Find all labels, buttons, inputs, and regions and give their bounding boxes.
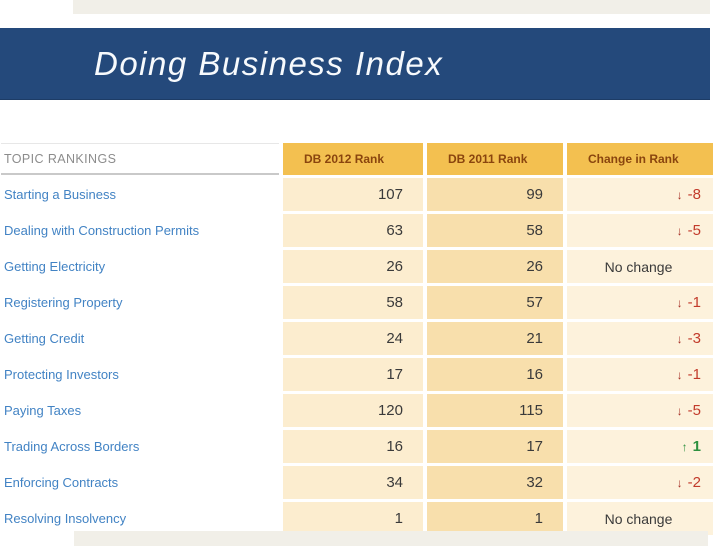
page-title: Doing Business Index bbox=[94, 44, 444, 82]
topic-link[interactable]: Resolving Insolvency bbox=[4, 511, 127, 526]
db-2012-rank-cell: 120 bbox=[283, 394, 423, 427]
db-2012-rank-cell: 17 bbox=[283, 358, 423, 391]
db-2012-rank-cell: 1 bbox=[283, 502, 423, 535]
change-value: 1 bbox=[692, 438, 701, 455]
change-value: -8 bbox=[687, 186, 701, 203]
db-2011-rank-cell: 115 bbox=[427, 394, 563, 427]
db-2012-rank-cell: 16 bbox=[283, 430, 423, 463]
db-2012-rank-cell: 107 bbox=[283, 178, 423, 211]
change-in-rank-cell: ↓ -5 bbox=[567, 214, 713, 247]
down-arrow-icon: ↓ bbox=[676, 332, 683, 346]
topic-rankings-header: TOPIC RANKINGS bbox=[1, 143, 279, 175]
db-2011-rank-cell: 57 bbox=[427, 286, 563, 319]
db-2011-rank-cell: 17 bbox=[427, 430, 563, 463]
topic-link[interactable]: Dealing with Construction Permits bbox=[4, 223, 200, 238]
topic-link[interactable]: Enforcing Contracts bbox=[4, 475, 119, 490]
table-row: Getting Credit 24 21 ↓ -3 bbox=[1, 322, 713, 355]
down-arrow-icon: ↓ bbox=[676, 368, 683, 382]
topic-cell: Getting Credit bbox=[1, 322, 279, 355]
top-accent-strip bbox=[73, 0, 710, 14]
change-in-rank-cell: ↓ -5 bbox=[567, 394, 713, 427]
table-row: Paying Taxes 120 115 ↓ -5 bbox=[1, 394, 713, 427]
change-in-rank-cell: ↓ -8 bbox=[567, 178, 713, 211]
topic-cell: Paying Taxes bbox=[1, 394, 279, 427]
topic-cell: Starting a Business bbox=[1, 178, 279, 211]
db-2011-rank-cell: 16 bbox=[427, 358, 563, 391]
change-value: -3 bbox=[687, 330, 701, 347]
topic-cell: Getting Electricity bbox=[1, 250, 279, 283]
change-value: -5 bbox=[687, 402, 701, 419]
db-2011-rank-header: DB 2011 Rank bbox=[427, 143, 563, 175]
change-value: -1 bbox=[687, 366, 701, 383]
topic-cell: Dealing with Construction Permits bbox=[1, 214, 279, 247]
table-row: Resolving Insolvency 1 1 No change bbox=[1, 502, 713, 535]
change-value: -2 bbox=[687, 474, 701, 491]
table-row: Starting a Business 107 99 ↓ -8 bbox=[1, 178, 713, 211]
change-in-rank-header: Change in Rank bbox=[567, 143, 713, 175]
table-row: Trading Across Borders 16 17 ↑ 1 bbox=[1, 430, 713, 463]
change-value: -1 bbox=[687, 294, 701, 311]
change-in-rank-cell: No change bbox=[567, 250, 713, 283]
db-2012-rank-cell: 34 bbox=[283, 466, 423, 499]
topic-cell: Protecting Investors bbox=[1, 358, 279, 391]
change-in-rank-cell: No change bbox=[567, 502, 713, 535]
change-in-rank-cell: ↓ -3 bbox=[567, 322, 713, 355]
up-arrow-icon: ↑ bbox=[681, 440, 688, 454]
down-arrow-icon: ↓ bbox=[676, 296, 683, 310]
topic-cell: Enforcing Contracts bbox=[1, 466, 279, 499]
topic-link[interactable]: Starting a Business bbox=[4, 187, 117, 202]
down-arrow-icon: ↓ bbox=[676, 404, 683, 418]
db-2011-rank-cell: 32 bbox=[427, 466, 563, 499]
topic-link[interactable]: Paying Taxes bbox=[4, 403, 82, 418]
change-in-rank-cell: ↓ -2 bbox=[567, 466, 713, 499]
db-2011-rank-cell: 1 bbox=[427, 502, 563, 535]
change-in-rank-cell: ↓ -1 bbox=[567, 286, 713, 319]
db-2011-rank-cell: 21 bbox=[427, 322, 563, 355]
down-arrow-icon: ↓ bbox=[676, 224, 683, 238]
table-row: Enforcing Contracts 34 32 ↓ -2 bbox=[1, 466, 713, 499]
rankings-table-container: TOPIC RANKINGS DB 2012 Rank DB 2011 Rank… bbox=[0, 140, 717, 538]
change-value: -5 bbox=[687, 222, 701, 239]
db-2011-rank-cell: 99 bbox=[427, 178, 563, 211]
db-2011-rank-cell: 58 bbox=[427, 214, 563, 247]
topic-cell: Trading Across Borders bbox=[1, 430, 279, 463]
bottom-accent-strip bbox=[74, 531, 708, 546]
topic-link[interactable]: Getting Credit bbox=[4, 331, 85, 346]
db-2012-rank-cell: 24 bbox=[283, 322, 423, 355]
db-2011-rank-cell: 26 bbox=[427, 250, 563, 283]
down-arrow-icon: ↓ bbox=[676, 188, 683, 202]
down-arrow-icon: ↓ bbox=[676, 476, 683, 490]
db-2012-rank-cell: 58 bbox=[283, 286, 423, 319]
db-2012-rank-header: DB 2012 Rank bbox=[283, 143, 423, 175]
rankings-table: TOPIC RANKINGS DB 2012 Rank DB 2011 Rank… bbox=[0, 140, 717, 538]
db-2012-rank-cell: 26 bbox=[283, 250, 423, 283]
topic-link[interactable]: Getting Electricity bbox=[4, 259, 106, 274]
title-banner: Doing Business Index bbox=[0, 28, 710, 100]
topic-cell: Resolving Insolvency bbox=[1, 502, 279, 535]
topic-link[interactable]: Trading Across Borders bbox=[4, 439, 140, 454]
topic-link[interactable]: Protecting Investors bbox=[4, 367, 119, 382]
table-row: Protecting Investors 17 16 ↓ -1 bbox=[1, 358, 713, 391]
change-in-rank-cell: ↑ 1 bbox=[567, 430, 713, 463]
table-row: Getting Electricity 26 26 No change bbox=[1, 250, 713, 283]
topic-cell: Registering Property bbox=[1, 286, 279, 319]
db-2012-rank-cell: 63 bbox=[283, 214, 423, 247]
change-in-rank-cell: ↓ -1 bbox=[567, 358, 713, 391]
table-header-row: TOPIC RANKINGS DB 2012 Rank DB 2011 Rank… bbox=[1, 143, 713, 175]
table-row: Dealing with Construction Permits 63 58 ↓ -5 bbox=[1, 214, 713, 247]
table-row: Registering Property 58 57 ↓ -1 bbox=[1, 286, 713, 319]
topic-link[interactable]: Registering Property bbox=[4, 295, 123, 310]
